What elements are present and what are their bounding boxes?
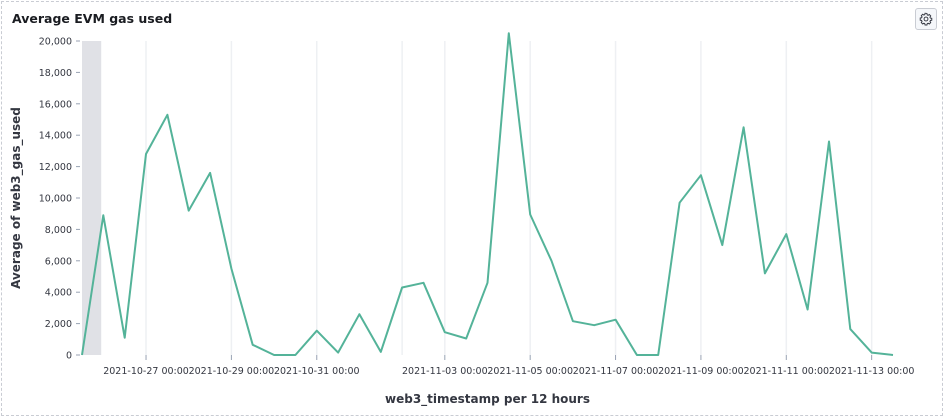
settings-button[interactable] [915,8,937,30]
highlight-band [82,41,102,355]
y-tick-label: 12,000 [39,162,72,173]
x-tick-label: 2021-11-13 00:00 [829,366,915,377]
x-tick-label: 2021-11-09 00:00 [658,366,744,377]
panel-title: Average EVM gas used [12,11,173,26]
y-tick-label: 14,000 [39,131,72,142]
y-tick-label: 20,000 [39,37,72,48]
x-tick-label: 2021-11-11 00:00 [743,366,829,377]
y-axis-ticks: 0 2,000 4,000 6,000 8,000 10,000 12,000 14,000 1… [39,37,80,362]
x-tick-label: 2021-11-07 00:00 [573,366,659,377]
y-tick-label: 18,000 [39,68,72,79]
y-tick-label: 0 [66,351,72,362]
x-tick-label: 2021-11-03 00:00 [402,366,488,377]
y-axis-label: Average of web3_gas_used [9,107,24,289]
x-axis-ticks: 2021-10-27 00:00 2021-10-29 00:00 2021-10-… [103,355,914,377]
x-tick-label: 2021-10-31 00:00 [274,366,360,377]
y-tick-label: 16,000 [39,99,72,110]
x-tick-label: 2021-10-27 00:00 [103,366,189,377]
x-tick-label: 2021-10-29 00:00 [189,366,275,377]
y-tick-label: 2,000 [45,319,72,330]
series-line [81,32,894,356]
x-tick-label: 2021-11-05 00:00 [487,366,573,377]
x-axis-label: web3_timestamp per 12 hours [385,392,590,407]
x-grid [145,41,873,355]
y-tick-label: 8,000 [45,225,72,236]
gear-icon [919,12,933,26]
y-tick-label: 10,000 [39,194,72,205]
y-tick-label: 6,000 [45,256,72,267]
y-tick-label: 4,000 [45,288,72,299]
